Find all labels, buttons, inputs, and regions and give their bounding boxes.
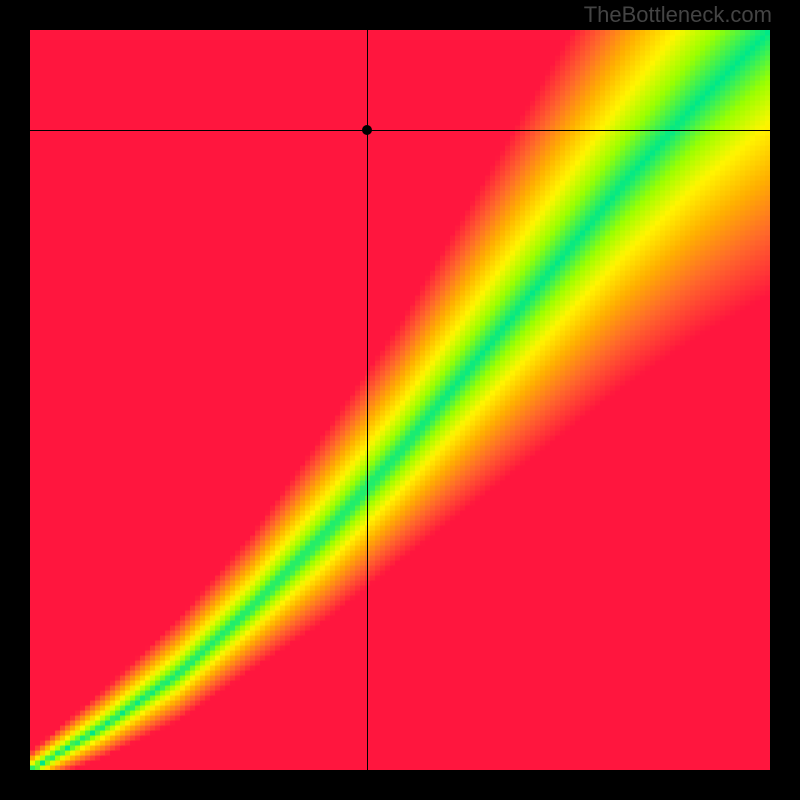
crosshair-vertical <box>367 30 368 770</box>
crosshair-marker <box>362 125 372 135</box>
watermark-text: TheBottleneck.com <box>584 2 772 28</box>
chart-area <box>30 30 770 770</box>
crosshair-horizontal <box>30 130 770 131</box>
heatmap-canvas <box>30 30 770 770</box>
